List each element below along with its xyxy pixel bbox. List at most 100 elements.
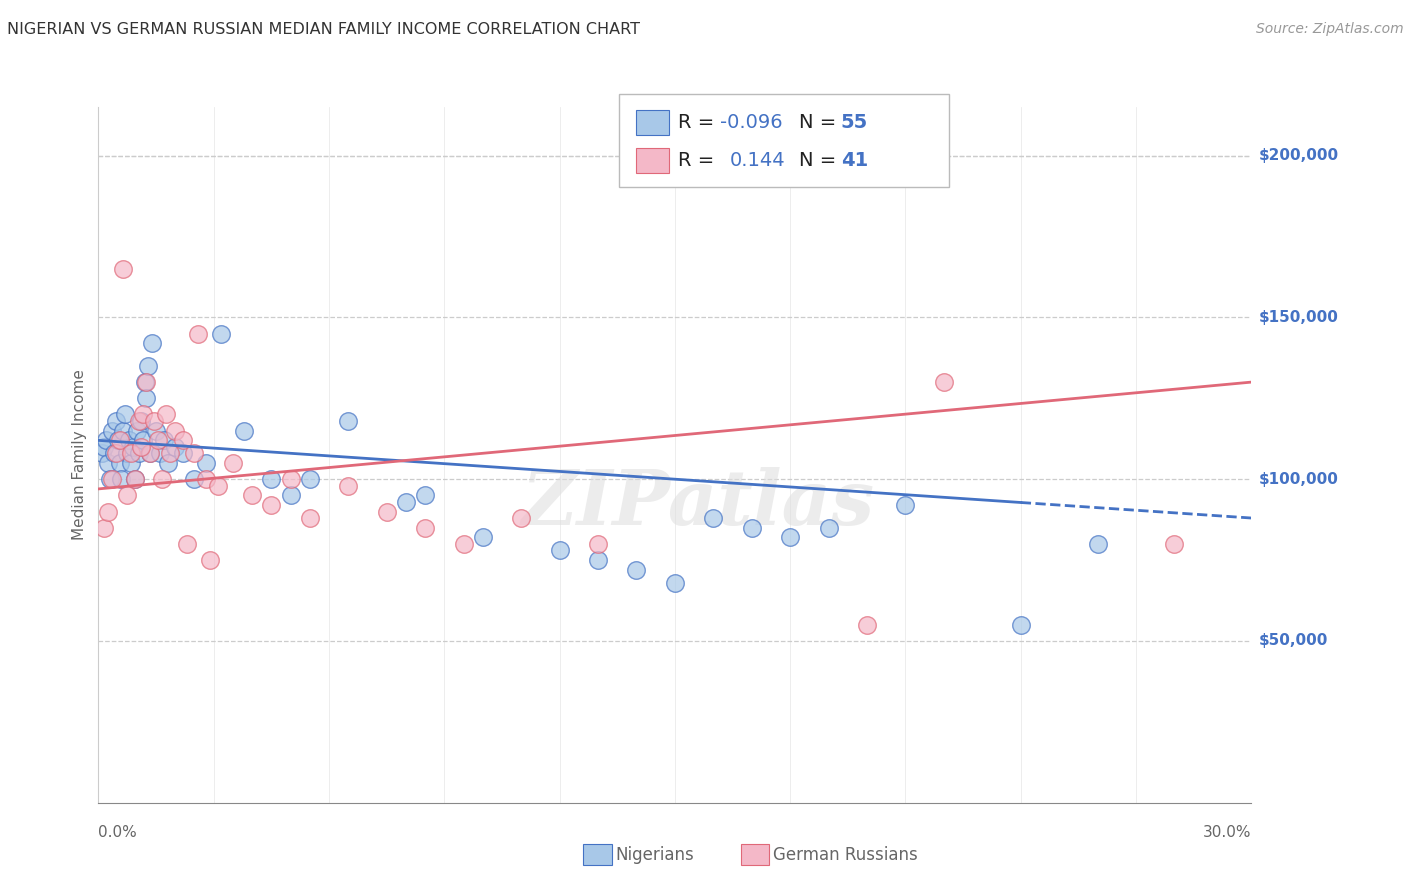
Point (91, 446, 114, 460)
Point (94, 434, 117, 448)
Point (156, 456, 179, 470)
Point (413, 521, 436, 535)
Point (856, 617, 879, 632)
Point (1163, 537, 1185, 551)
Point (101, 472, 124, 486)
Point (260, 498, 283, 512)
Point (165, 424, 187, 438)
Text: Nigerians: Nigerians (616, 846, 695, 863)
Text: German Russians: German Russians (773, 846, 918, 863)
Point (702, 511, 724, 525)
Point (298, 511, 321, 525)
Point (222, 456, 245, 470)
Point (586, 537, 609, 551)
Point (93, 521, 115, 535)
Text: $150,000: $150,000 (1258, 310, 1339, 325)
Point (128, 446, 150, 460)
Point (152, 434, 174, 448)
Point (817, 521, 839, 535)
Text: R =: R = (678, 151, 727, 170)
Point (117, 446, 138, 460)
Point (131, 408, 153, 422)
Point (146, 434, 169, 448)
Point (395, 495, 418, 509)
Text: R =: R = (678, 112, 720, 132)
Point (129, 414, 152, 428)
Text: N =: N = (799, 112, 842, 132)
Point (149, 446, 172, 460)
Point (195, 472, 218, 486)
Point (337, 478, 360, 492)
Point (93, 440, 115, 454)
Point (120, 456, 142, 470)
Point (124, 472, 146, 486)
Point (337, 414, 360, 428)
Point (159, 446, 181, 460)
Point (128, 414, 150, 428)
Text: $100,000: $100,000 (1258, 472, 1339, 487)
Point (104, 414, 127, 428)
Point (894, 498, 917, 512)
Point (183, 446, 205, 460)
Text: $200,000: $200,000 (1258, 148, 1339, 163)
Text: $50,000: $50,000 (1258, 633, 1327, 648)
Point (108, 456, 131, 470)
Text: Source: ZipAtlas.com: Source: ZipAtlas.com (1256, 22, 1403, 37)
Point (107, 434, 129, 448)
Text: 55: 55 (841, 112, 868, 132)
Point (413, 488, 436, 502)
Point (131, 434, 153, 448)
Point (104, 446, 127, 460)
Point (112, 424, 135, 438)
Y-axis label: Median Family Income: Median Family Income (72, 369, 87, 541)
Point (280, 488, 302, 502)
Point (176, 537, 198, 551)
Text: 30.0%: 30.0% (1204, 825, 1251, 840)
Point (122, 440, 145, 454)
Point (97, 456, 120, 470)
Text: 41: 41 (841, 151, 868, 170)
Text: 0.0%: 0.0% (98, 825, 138, 840)
Point (114, 408, 136, 422)
Point (471, 531, 494, 545)
Point (1087, 537, 1109, 551)
Point (280, 472, 302, 486)
Text: ZIPatlas: ZIPatlas (522, 467, 875, 541)
Point (98, 472, 121, 486)
Point (779, 531, 801, 545)
Point (586, 553, 609, 567)
Point (145, 424, 167, 438)
Point (1010, 617, 1032, 632)
Point (108, 434, 131, 448)
Point (548, 543, 571, 558)
Point (141, 336, 163, 351)
Point (117, 488, 138, 502)
Point (453, 537, 475, 551)
Point (118, 434, 141, 448)
Point (134, 375, 156, 389)
Point (150, 472, 173, 486)
Point (207, 478, 229, 492)
Point (138, 359, 160, 373)
Text: -0.096: -0.096 (720, 112, 783, 132)
Point (120, 446, 142, 460)
Point (135, 392, 157, 406)
Point (155, 408, 177, 422)
Point (172, 434, 194, 448)
Point (143, 414, 166, 428)
Point (129, 440, 152, 454)
Text: 0.144: 0.144 (730, 151, 786, 170)
Point (165, 440, 187, 454)
Point (187, 326, 209, 341)
Text: NIGERIAN VS GERMAN RUSSIAN MEDIAN FAMILY INCOME CORRELATION CHART: NIGERIAN VS GERMAN RUSSIAN MEDIAN FAMILY… (7, 22, 640, 37)
Point (183, 472, 205, 486)
Point (375, 504, 398, 518)
Point (125, 424, 148, 438)
Point (510, 511, 533, 525)
Point (103, 446, 125, 460)
Point (139, 446, 162, 460)
Point (932, 375, 955, 389)
Point (260, 472, 283, 486)
Point (198, 553, 221, 567)
Text: N =: N = (799, 151, 842, 170)
